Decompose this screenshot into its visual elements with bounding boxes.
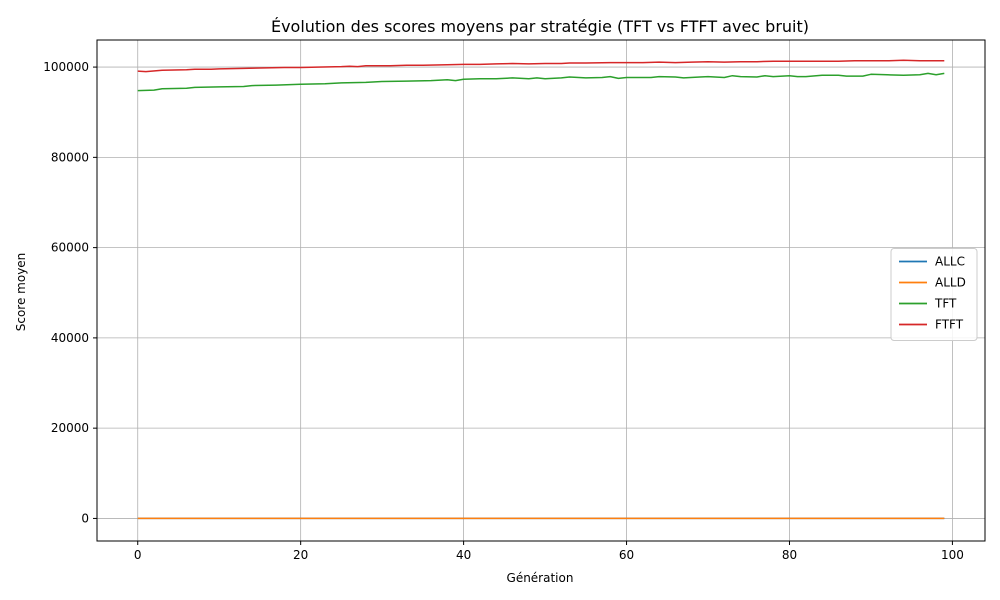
grid — [97, 40, 985, 541]
legend-label-tft: TFT — [934, 297, 957, 311]
y-tick-label: 0 — [81, 511, 89, 525]
legend: ALLC ALLD TFT FTFT — [890, 248, 978, 341]
legend-label-ftft: FTFT — [935, 318, 964, 332]
series-lines — [137, 59, 945, 520]
x-tick-label: 100 — [941, 548, 964, 562]
y-axis-label: Score moyen — [14, 253, 28, 332]
series-line-ftft — [137, 59, 945, 73]
x-axis-label: Génération — [507, 571, 574, 585]
y-tick-label: 40000 — [51, 331, 89, 345]
y-tick-label: 60000 — [51, 241, 89, 255]
y-tick-label: 20000 — [51, 421, 89, 435]
series-line-tft — [137, 72, 945, 92]
legend-label-alld: ALLD — [935, 276, 966, 290]
legend-box — [890, 248, 978, 341]
legend-label-allc: ALLC — [935, 255, 965, 269]
y-tick-label: 80000 — [51, 150, 89, 164]
x-tick-label: 40 — [456, 548, 471, 562]
x-tick-label: 80 — [782, 548, 797, 562]
x-axis: 0 20 40 60 80 100 — [134, 541, 964, 562]
x-tick-label: 0 — [134, 548, 142, 562]
y-axis: 0 20000 40000 60000 80000 100000 — [43, 60, 97, 525]
x-tick-label: 20 — [293, 548, 308, 562]
y-tick-label: 100000 — [43, 60, 89, 74]
chart-title: Évolution des scores moyens par stratégi… — [271, 17, 809, 36]
x-tick-label: 60 — [619, 548, 634, 562]
plot-frame — [96, 39, 986, 542]
